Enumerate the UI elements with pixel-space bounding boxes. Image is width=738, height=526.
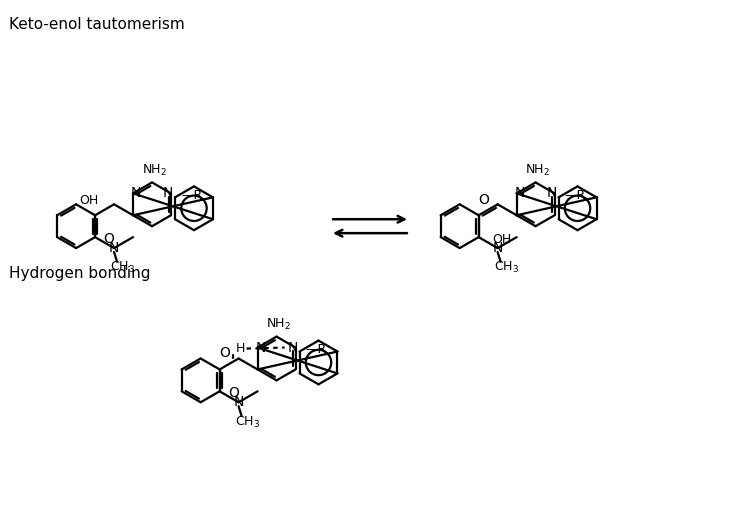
Text: H: H xyxy=(236,342,245,355)
Text: N: N xyxy=(233,395,244,409)
Text: Keto-enol tautomerism: Keto-enol tautomerism xyxy=(10,17,185,32)
Text: OH: OH xyxy=(79,194,98,207)
Text: CH$_3$: CH$_3$ xyxy=(235,414,260,430)
Text: N: N xyxy=(546,186,556,200)
Text: CH$_3$: CH$_3$ xyxy=(494,260,519,275)
Text: —R: —R xyxy=(565,189,586,202)
Text: N: N xyxy=(492,241,503,255)
Text: —R: —R xyxy=(181,189,202,202)
Text: N: N xyxy=(514,186,525,200)
Text: NH$_2$: NH$_2$ xyxy=(525,163,550,178)
Text: Hydrogen bonding: Hydrogen bonding xyxy=(10,266,151,281)
Text: —R: —R xyxy=(306,343,327,356)
Text: N: N xyxy=(109,241,120,255)
Text: O: O xyxy=(219,346,230,360)
Text: O: O xyxy=(103,232,114,246)
Text: N: N xyxy=(131,186,141,200)
Text: CH$_3$: CH$_3$ xyxy=(111,260,136,275)
Text: N: N xyxy=(163,186,173,200)
Text: N: N xyxy=(287,340,297,355)
Text: NH$_2$: NH$_2$ xyxy=(266,317,291,332)
Text: O: O xyxy=(228,386,239,400)
Text: O: O xyxy=(478,194,489,207)
Text: OH: OH xyxy=(492,232,512,246)
Text: N: N xyxy=(255,340,266,355)
Text: NH$_2$: NH$_2$ xyxy=(142,163,167,178)
